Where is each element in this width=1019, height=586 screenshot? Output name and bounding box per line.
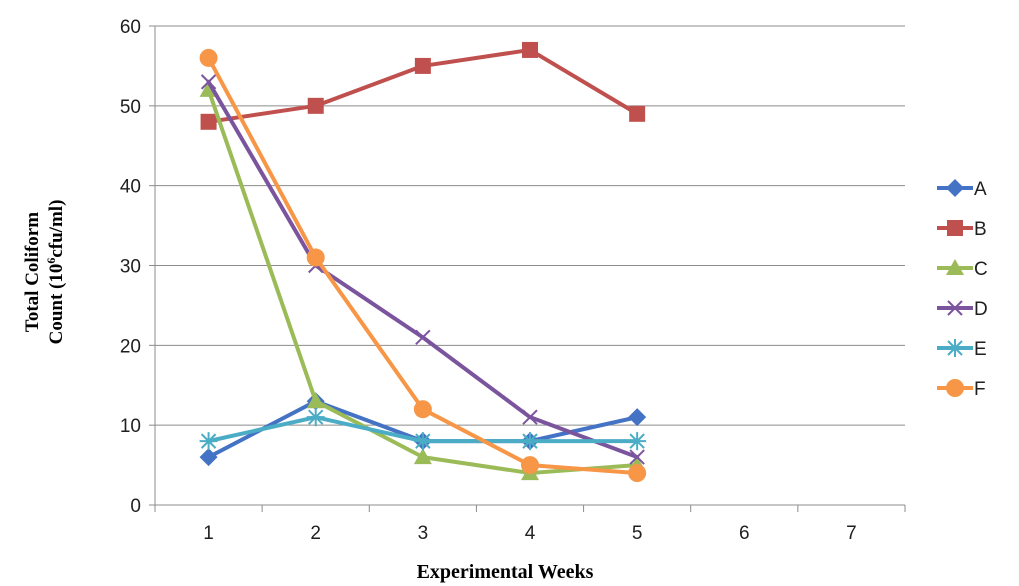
legend-label-E: E [974, 339, 987, 360]
y-tick-label: 0 [130, 496, 141, 517]
legend-item-C: C [937, 259, 988, 280]
legend-label-B: B [974, 219, 987, 240]
legend-marker-A [946, 179, 964, 197]
y-tick-label: 50 [120, 97, 141, 118]
x-tick-label: 6 [739, 523, 750, 544]
data-point-B-5 [629, 105, 646, 122]
x-tick-labels: 1 2 3 4 5 6 7 [203, 523, 856, 544]
y-axis-title-line1: Total Coliform [22, 212, 43, 332]
series-group [199, 41, 647, 483]
legend-label-C: C [974, 259, 988, 280]
series-C [199, 80, 647, 481]
data-point-F-3 [413, 400, 432, 419]
data-point-F-1 [199, 48, 218, 67]
data-point-D-5 [629, 449, 645, 465]
x-tick-label: 4 [525, 523, 536, 544]
x-tick-label: 7 [846, 523, 857, 544]
y-axis-title: Total Coliform Count (106cfu/ml) [22, 200, 67, 345]
legend-marker-D [947, 300, 963, 316]
gridlines [155, 25, 905, 426]
series-D [200, 74, 645, 465]
legend-label-F: F [974, 379, 986, 400]
x-tick-label: 5 [632, 523, 643, 544]
legend-label-D: D [974, 299, 988, 320]
legend-label-A: A [974, 179, 987, 200]
x-tick-label: 2 [310, 523, 321, 544]
x-tick-label: 3 [418, 523, 429, 544]
series-B [200, 41, 646, 130]
data-point-E-2 [306, 408, 325, 427]
data-point-F-4 [521, 456, 539, 475]
data-point-B-1 [200, 113, 217, 130]
data-point-D-3 [415, 329, 431, 346]
y-tick-label: 20 [120, 336, 141, 357]
legend-marker-F [946, 379, 964, 397]
legend-item-B: B [937, 219, 987, 240]
axes [149, 25, 906, 512]
data-point-F-5 [628, 464, 647, 483]
data-point-B-4 [522, 41, 538, 58]
series-F [199, 48, 647, 483]
y-tick-label: 40 [120, 177, 141, 198]
x-tick-label: 1 [203, 523, 214, 544]
data-point-A-5 [628, 408, 647, 427]
legend-marker-B [947, 220, 963, 236]
legend-item-A: A [937, 179, 987, 200]
legend-item-E: E [937, 339, 987, 360]
data-point-B-2 [307, 97, 324, 114]
data-point-F-2 [306, 248, 325, 267]
data-point-E-5 [628, 432, 647, 451]
series-E [199, 408, 647, 451]
legend-item-D: D [937, 299, 988, 320]
y-axis-title-line2: Count (106cfu/ml) [44, 200, 67, 345]
data-point-B-3 [414, 57, 431, 74]
x-axis-title: Experimental Weeks [417, 561, 594, 583]
y-tick-labels: 0 10 20 30 40 50 60 [120, 17, 141, 517]
legend-item-F: F [937, 379, 986, 400]
data-point-E-1 [199, 432, 218, 451]
y-tick-label: 60 [120, 17, 141, 38]
legend-marker-C [946, 259, 964, 275]
y-tick-label: 10 [120, 416, 141, 437]
data-point-C-3 [413, 448, 432, 465]
legend-marker-E [946, 339, 964, 357]
y-tick-label: 30 [120, 257, 141, 278]
data-point-D-1 [200, 74, 217, 90]
data-point-E-4 [521, 432, 539, 451]
data-point-A-1 [199, 448, 218, 467]
data-point-D-4 [522, 409, 538, 425]
data-point-E-3 [413, 432, 432, 451]
data-point-C-2 [306, 392, 325, 409]
